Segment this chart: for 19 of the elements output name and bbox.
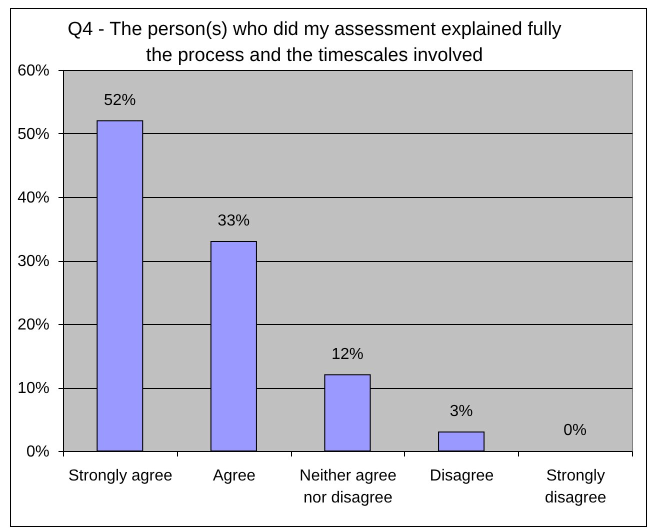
- y-tick-label: 0%: [26, 444, 50, 460]
- x-tick-label: Strongly agree: [68, 468, 173, 484]
- y-tick-label: 60%: [17, 62, 50, 80]
- data-label: 0%: [564, 422, 587, 439]
- x-tick-label: Neither agree nor disagree: [300, 468, 397, 506]
- y-tick-label: 40%: [17, 190, 50, 206]
- x-tick-label: Strongly disagree: [544, 468, 606, 506]
- y-tick-label: 10%: [17, 380, 50, 397]
- x-tick-label: Disagree: [430, 468, 494, 484]
- y-tick-label: 20%: [17, 316, 50, 334]
- bar: [438, 431, 485, 452]
- x-tick-label: Agree: [212, 468, 256, 484]
- data-label: 52%: [104, 92, 136, 109]
- data-label: 12%: [331, 346, 364, 363]
- data-label: 3%: [450, 402, 473, 420]
- chart-title: Q4 - The person(s) who did my assessment explained fully the process and the timescales involved: [68, 19, 562, 66]
- y-tick-label: 50%: [17, 126, 50, 143]
- y-tick-label: 30%: [17, 253, 50, 270]
- data-label: 33%: [218, 212, 250, 230]
